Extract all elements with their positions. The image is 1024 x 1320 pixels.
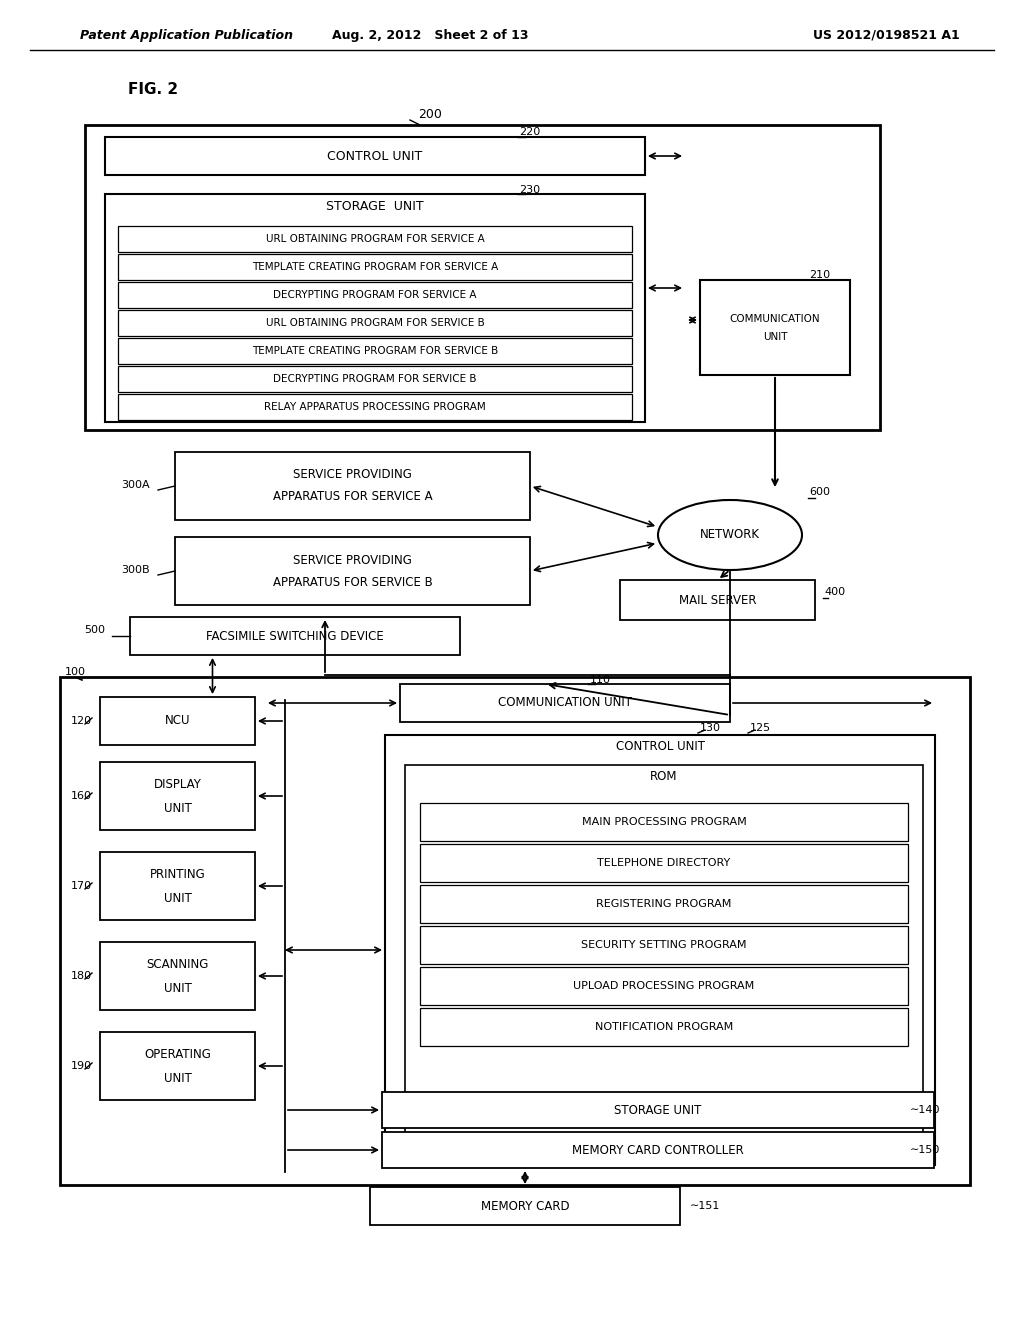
- Ellipse shape: [658, 500, 802, 570]
- Bar: [118, 366, 632, 392]
- Text: TELEPHONE DIRECTORY: TELEPHONE DIRECTORY: [597, 858, 731, 869]
- Text: 170: 170: [71, 880, 92, 891]
- Bar: [100, 942, 255, 1010]
- Text: UNIT: UNIT: [763, 333, 787, 342]
- Bar: [100, 1032, 255, 1100]
- Bar: [385, 735, 935, 1166]
- Text: ∼151: ∼151: [690, 1201, 720, 1210]
- Text: ∼140: ∼140: [910, 1105, 940, 1115]
- Bar: [175, 451, 530, 520]
- Text: UNIT: UNIT: [164, 891, 191, 904]
- Text: 300B: 300B: [121, 565, 150, 576]
- Text: FIG. 2: FIG. 2: [128, 82, 178, 98]
- Bar: [420, 927, 908, 964]
- Text: Aug. 2, 2012   Sheet 2 of 13: Aug. 2, 2012 Sheet 2 of 13: [332, 29, 528, 41]
- Bar: [420, 968, 908, 1005]
- Text: STORAGE  UNIT: STORAGE UNIT: [327, 199, 424, 213]
- Bar: [60, 677, 970, 1185]
- Text: MEMORY CARD: MEMORY CARD: [480, 1200, 569, 1213]
- Bar: [700, 280, 850, 375]
- Text: 125: 125: [750, 723, 771, 733]
- Bar: [420, 803, 908, 841]
- Text: 120: 120: [71, 715, 92, 726]
- Text: SERVICE PROVIDING: SERVICE PROVIDING: [293, 553, 412, 566]
- Bar: [175, 537, 530, 605]
- Bar: [100, 851, 255, 920]
- Text: OPERATING: OPERATING: [144, 1048, 211, 1060]
- Bar: [105, 194, 645, 422]
- Text: ROM: ROM: [650, 771, 678, 784]
- Text: NCU: NCU: [165, 714, 190, 727]
- Text: 210: 210: [809, 271, 830, 280]
- Text: STORAGE UNIT: STORAGE UNIT: [614, 1104, 701, 1117]
- Bar: [118, 338, 632, 364]
- Text: 190: 190: [71, 1061, 92, 1071]
- Text: DECRYPTING PROGRAM FOR SERVICE A: DECRYPTING PROGRAM FOR SERVICE A: [273, 290, 477, 300]
- Text: UNIT: UNIT: [164, 1072, 191, 1085]
- Text: 600: 600: [810, 487, 830, 498]
- Bar: [382, 1133, 934, 1168]
- Text: 100: 100: [65, 667, 86, 677]
- Text: UNIT: UNIT: [164, 982, 191, 994]
- Text: SERVICE PROVIDING: SERVICE PROVIDING: [293, 469, 412, 482]
- Text: DECRYPTING PROGRAM FOR SERVICE B: DECRYPTING PROGRAM FOR SERVICE B: [273, 374, 477, 384]
- Text: REGISTERING PROGRAM: REGISTERING PROGRAM: [596, 899, 732, 909]
- Text: Patent Application Publication: Patent Application Publication: [80, 29, 293, 41]
- Text: 220: 220: [519, 127, 541, 137]
- Bar: [100, 762, 255, 830]
- Text: PRINTING: PRINTING: [150, 867, 206, 880]
- Bar: [118, 253, 632, 280]
- Bar: [118, 310, 632, 337]
- Bar: [420, 884, 908, 923]
- Text: MAIL SERVER: MAIL SERVER: [679, 594, 757, 606]
- Text: 130: 130: [699, 723, 721, 733]
- Text: 110: 110: [590, 675, 610, 685]
- Text: MEMORY CARD CONTROLLER: MEMORY CARD CONTROLLER: [572, 1143, 743, 1156]
- Text: CONTROL UNIT: CONTROL UNIT: [328, 149, 423, 162]
- Text: US 2012/0198521 A1: US 2012/0198521 A1: [813, 29, 961, 41]
- Text: COMMUNICATION: COMMUNICATION: [730, 314, 820, 325]
- Bar: [420, 1008, 908, 1045]
- Bar: [370, 1187, 680, 1225]
- Text: 180: 180: [71, 972, 92, 981]
- Bar: [100, 697, 255, 744]
- Text: DISPLAY: DISPLAY: [154, 777, 202, 791]
- Text: TEMPLATE CREATING PROGRAM FOR SERVICE B: TEMPLATE CREATING PROGRAM FOR SERVICE B: [252, 346, 498, 356]
- Text: 230: 230: [519, 185, 541, 195]
- Text: TEMPLATE CREATING PROGRAM FOR SERVICE A: TEMPLATE CREATING PROGRAM FOR SERVICE A: [252, 261, 498, 272]
- Text: RELAY APPARATUS PROCESSING PROGRAM: RELAY APPARATUS PROCESSING PROGRAM: [264, 403, 485, 412]
- Text: NETWORK: NETWORK: [700, 528, 760, 541]
- Text: MAIN PROCESSING PROGRAM: MAIN PROCESSING PROGRAM: [582, 817, 746, 828]
- Bar: [118, 393, 632, 420]
- Text: SECURITY SETTING PROGRAM: SECURITY SETTING PROGRAM: [582, 940, 746, 950]
- Text: 400: 400: [824, 587, 846, 597]
- Text: CONTROL UNIT: CONTROL UNIT: [615, 741, 705, 754]
- Text: FACSIMILE SWITCHING DEVICE: FACSIMILE SWITCHING DEVICE: [206, 630, 384, 643]
- Text: SCANNING: SCANNING: [146, 957, 209, 970]
- Text: 160: 160: [71, 791, 92, 801]
- Text: 300A: 300A: [121, 480, 150, 490]
- Text: URL OBTAINING PROGRAM FOR SERVICE A: URL OBTAINING PROGRAM FOR SERVICE A: [265, 234, 484, 244]
- Text: 500: 500: [85, 624, 105, 635]
- Bar: [420, 843, 908, 882]
- Text: APPARATUS FOR SERVICE A: APPARATUS FOR SERVICE A: [272, 491, 432, 503]
- Text: 200: 200: [418, 108, 442, 121]
- Bar: [105, 137, 645, 176]
- Text: UNIT: UNIT: [164, 801, 191, 814]
- Bar: [118, 226, 632, 252]
- Text: UPLOAD PROCESSING PROGRAM: UPLOAD PROCESSING PROGRAM: [573, 981, 755, 991]
- Bar: [118, 282, 632, 308]
- Bar: [406, 766, 923, 1155]
- Text: COMMUNICATION UNIT: COMMUNICATION UNIT: [498, 697, 632, 710]
- Text: URL OBTAINING PROGRAM FOR SERVICE B: URL OBTAINING PROGRAM FOR SERVICE B: [265, 318, 484, 327]
- Text: APPARATUS FOR SERVICE B: APPARATUS FOR SERVICE B: [272, 576, 432, 589]
- Text: NOTIFICATION PROGRAM: NOTIFICATION PROGRAM: [595, 1022, 733, 1032]
- Bar: [130, 616, 460, 655]
- Bar: [400, 684, 730, 722]
- Bar: [382, 1092, 934, 1129]
- Bar: [620, 579, 815, 620]
- Text: ∼150: ∼150: [910, 1144, 940, 1155]
- Bar: [85, 125, 880, 430]
